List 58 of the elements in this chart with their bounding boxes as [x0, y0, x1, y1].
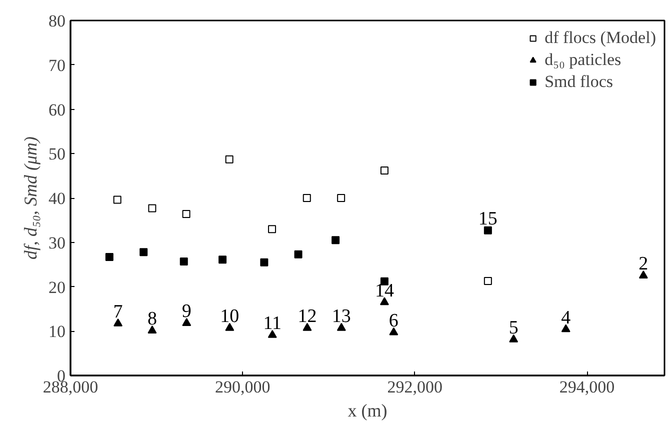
- y-axis-title: df, d₅₀, Smd (μm): [20, 136, 40, 260]
- annotation: 13: [332, 306, 351, 328]
- point: [380, 166, 388, 174]
- y-tick-label: 80: [48, 12, 66, 30]
- point: [105, 253, 114, 262]
- x-tick-label: 290,000: [215, 378, 270, 396]
- x-axis-title: x (m): [348, 400, 388, 420]
- legend-label: d₅₀ paticles: [544, 50, 622, 70]
- point: [148, 204, 156, 212]
- point: [225, 322, 234, 331]
- point: [336, 322, 346, 331]
- point: [260, 258, 268, 266]
- point: [182, 210, 190, 218]
- legend-label: df flocs (Model): [544, 28, 656, 48]
- annotation: 14: [374, 280, 394, 302]
- point: [148, 326, 157, 334]
- y-tick-label: 50: [48, 144, 66, 164]
- annotation: 5: [508, 318, 518, 339]
- y-tick-label: 10: [48, 322, 66, 342]
- point: [389, 327, 398, 336]
- point: [638, 270, 648, 278]
- annotation: 12: [298, 306, 317, 328]
- point: [509, 334, 518, 342]
- x-tick-label: 294,000: [559, 378, 615, 396]
- point: [268, 330, 277, 338]
- point: [302, 194, 311, 202]
- point: [302, 322, 312, 331]
- legend-label: Smd flocs: [544, 72, 614, 92]
- point: [114, 318, 123, 326]
- x-tick-label: 292,000: [387, 378, 442, 396]
- point: [294, 250, 302, 258]
- annotation: 7: [113, 302, 123, 323]
- point: [268, 225, 276, 234]
- point: [113, 196, 122, 204]
- point: [337, 194, 346, 202]
- annotation: 10: [220, 306, 240, 328]
- annotation: 2: [638, 254, 648, 275]
- point: [561, 324, 570, 332]
- point: [380, 297, 389, 306]
- point: [484, 276, 492, 285]
- annotation: 15: [478, 208, 498, 230]
- point: [182, 318, 192, 326]
- point: [225, 155, 234, 164]
- point: [180, 257, 188, 266]
- annotation: 9: [182, 301, 192, 322]
- y-tick-label: 60: [48, 100, 66, 120]
- annotation: 11: [263, 313, 282, 334]
- point: [140, 248, 148, 256]
- point: [218, 256, 227, 264]
- y-tick-label: 40: [48, 189, 66, 208]
- point: [332, 236, 340, 244]
- annotation: 8: [147, 308, 157, 330]
- y-tick-label: 20: [48, 278, 66, 297]
- annotation: 4: [561, 307, 572, 328]
- y-tick-label: 30: [48, 233, 66, 252]
- point: [484, 226, 492, 234]
- y-tick-label: 70: [48, 56, 66, 75]
- annotation: 6: [388, 310, 398, 332]
